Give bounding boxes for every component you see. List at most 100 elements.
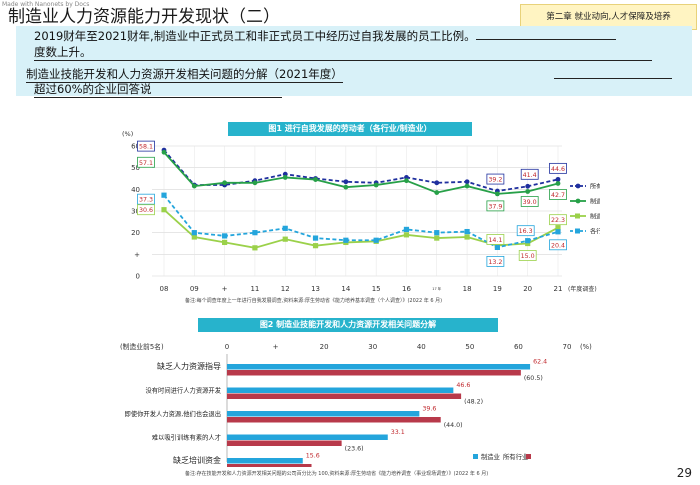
figure1-point (282, 175, 288, 180)
figure1-point (434, 180, 440, 186)
figure2-bar-label: (48.2) (464, 399, 483, 406)
figure1-point (343, 184, 349, 190)
figure1-data-label: 30.6 (139, 207, 153, 214)
figure2-xtick: + (273, 343, 279, 351)
figure2-legend-swatch (473, 454, 478, 459)
page-number: 29 (676, 466, 692, 480)
figure1-ytick: 0 (136, 273, 140, 281)
summary-line-1-cont: 度数上升。 (34, 44, 652, 61)
figure2-title: 图2 制造业技能开发和人力资源开发相关问题分解 (198, 318, 498, 332)
figure1-data-label: 14.1 (488, 237, 502, 244)
figure1-xtick: 09 (190, 285, 199, 293)
figure2-category-header: (制造业前5名) (120, 342, 164, 351)
figure1-data-label: 39.2 (488, 177, 502, 184)
figure1-point (191, 230, 197, 236)
summary-line-2: 制造业技能开发和人力资源开发相关问题的分解（2021年度） (26, 66, 343, 83)
figure1-note: 备注:每个调查年度上一年进行自我发展调查,资料来源:厚生劳动省《能力培养基本调查… (185, 298, 443, 304)
figure1-data-label: 37.3 (139, 197, 153, 204)
figure1-data-label: 13.2 (488, 259, 502, 266)
figure1-legend-label: 制造业 非正式员工 (590, 213, 600, 221)
figure1-ytick: 20 (131, 229, 140, 237)
figure2-legend-label: 所有行业 (503, 452, 528, 461)
figure1-xtick: 18 (463, 285, 472, 293)
figure2-xtick: 60 (514, 343, 523, 351)
figure1-point (161, 192, 167, 198)
summary-text-2: 制造业技能开发和人力资源开发相关问题的分解（2021年度） (26, 67, 343, 83)
figure1-series-line (163, 149, 559, 192)
figure2-bar (227, 458, 303, 464)
figure1-point (494, 191, 500, 197)
figure1-data-label: 57.1 (139, 160, 153, 167)
figure1-point (525, 189, 531, 194)
figure1-legend-label: 各行业 非正式员工 (590, 228, 600, 236)
figure2-bar-label: 39.6 (422, 406, 436, 413)
figure2-bar-label: 62.4 (533, 359, 547, 366)
figure1-data-label-box (486, 200, 505, 212)
figure1-line-chart: (%) 0 +20 30 40 50 60 08 09 +11 12 13 14 15 16 18 19 20 21… (122, 130, 600, 293)
figure1-xtick: 15 (372, 285, 381, 293)
figure1-data-label-box (137, 193, 155, 205)
figure2-category-label: 缺乏培训资金 (173, 455, 221, 465)
figure1-xtick: 19 (493, 285, 502, 293)
figure1-point (525, 183, 531, 189)
figure2-xtick: 30 (368, 343, 377, 351)
figure1-data-label-box (486, 234, 505, 245)
figure1-xtick-small: 17 年 (432, 286, 442, 291)
figure1-point (282, 225, 288, 231)
figure1-xtick: 16 (402, 285, 411, 293)
figure2-bar-label: (60.5) (524, 375, 543, 382)
figure1-data-label-box (137, 156, 155, 168)
summary-text-1: 2019财年至2021财年,制造业中正式员工和非正式员工中经历过自我发展的员工比… (34, 29, 476, 43)
summary-text-1-cont: 度数上升。 (34, 44, 652, 61)
figure1-xlabel: (年度调查) (568, 285, 597, 293)
figure1-point (525, 238, 531, 244)
figure1-xtick: 21 (554, 285, 563, 293)
figure1-legend-label: 制造业全职员工 (590, 198, 600, 206)
figure1-point (312, 243, 319, 249)
figure1-ytick: 60 (131, 143, 140, 151)
summary-text-2-cont: 超过60%的企业回答说 (34, 81, 282, 98)
figure1-data-label: 44.6 (551, 166, 565, 173)
summary-line-2-cont: 超过60%的企业回答说 (34, 81, 282, 98)
figure1-data-label-box (549, 189, 567, 200)
figure1-ytick: 40 (131, 186, 140, 194)
figure1-point (464, 228, 470, 235)
figure1-data-label-box (137, 204, 155, 216)
figure2-note: 备注:存在技能开发和人力资源开发相关问题的公司百分比为 100,资料来源:厚生劳… (185, 471, 489, 477)
figure1-point (282, 236, 288, 242)
figure2-bar-label: (44.0) (444, 422, 463, 429)
figure1-point (555, 181, 561, 186)
figure2-bar-chart: (制造业前5名) (%) 0 +20 30 40 50 60 70 缺乏人力资源指导 62.4 (60… (120, 342, 592, 467)
figure1-series-line (163, 151, 559, 195)
figure1-data-label: 16.3 (519, 228, 533, 235)
figure1-xtick: 20 (523, 285, 532, 293)
figure1-data-label-box (520, 196, 539, 207)
figure1-data-label-box (518, 250, 537, 261)
figure1-data-label-box (549, 239, 567, 251)
figure1-point (464, 234, 470, 240)
figure2-xtick: 40 (417, 343, 426, 351)
figure1-point (403, 226, 410, 233)
figure1-data-label: 20.4 (551, 242, 565, 249)
figure1-data-label-box (486, 255, 505, 267)
figure1-point (555, 229, 561, 235)
figure1-xtick: + (222, 285, 228, 293)
figure1-ytick: 30 (131, 208, 140, 216)
page-title: 制造业人力资源能力开发现状（二） (8, 7, 280, 27)
figure2-legend-label: 制造业 (481, 452, 500, 461)
figure1-point (343, 179, 349, 185)
figure1-point (191, 234, 197, 240)
summary-box: 2019财年至2021财年,制造业中正式员工和非正式员工中经历过自我发展的员工比… (16, 26, 692, 98)
figure1-point (555, 225, 561, 231)
figure2-category-label: 难以吸引训练有素的人才 (152, 433, 221, 442)
figure1-data-label: 22.3 (551, 217, 565, 224)
summary-rule (554, 78, 672, 79)
figure1-data-label: 42.7 (551, 192, 565, 199)
figure2-bar (227, 370, 521, 376)
figure1-ytick: + (134, 251, 140, 259)
figure1-point (434, 190, 440, 195)
figure1-point (222, 180, 228, 186)
figure2-bar (227, 464, 312, 467)
figure1-point (252, 230, 258, 236)
figure1-legend-marker (575, 213, 580, 219)
